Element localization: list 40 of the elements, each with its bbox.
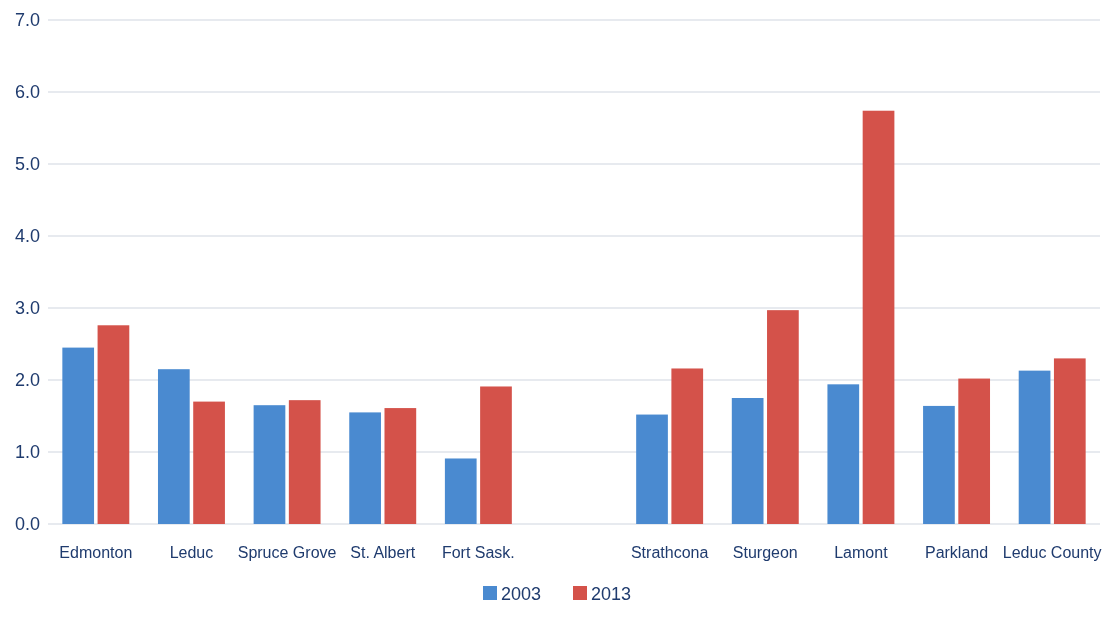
bar [1018, 370, 1051, 524]
bar [480, 386, 512, 524]
x-tick-label: Spruce Grove [237, 544, 337, 561]
bar [157, 369, 190, 524]
bar [349, 412, 381, 524]
bar [384, 408, 417, 524]
y-tick-label: 0.0 [14, 514, 40, 535]
legend-label: 2003 [501, 584, 542, 605]
bar [1053, 358, 1086, 524]
x-tick-label: Leduc County [1002, 544, 1102, 561]
x-tick-label: Strathcona [630, 544, 709, 561]
y-tick-label: 2.0 [14, 370, 40, 391]
x-tick-label: Lamont [834, 544, 889, 561]
bar [636, 414, 668, 524]
x-tick-label: Edmonton [59, 544, 133, 561]
x-tick-label: Fort Sask. [441, 544, 515, 561]
bar [671, 368, 704, 524]
x-tick-label: Parkland [924, 544, 989, 561]
x-tick-label: Sturgeon [732, 544, 798, 561]
bar [253, 405, 286, 524]
bar [923, 405, 955, 524]
bar [862, 110, 895, 524]
bar [958, 378, 991, 524]
legend-label: 2013 [591, 584, 632, 605]
bar [288, 400, 321, 524]
bar [827, 384, 860, 524]
bar [767, 310, 799, 524]
y-tick-label: 6.0 [14, 82, 40, 103]
bar [62, 347, 95, 524]
y-tick-label: 5.0 [14, 154, 40, 175]
y-tick-label: 7.0 [14, 10, 40, 31]
bar [97, 325, 130, 524]
bar [731, 398, 764, 524]
y-tick-label: 4.0 [14, 226, 40, 247]
y-tick-label: 3.0 [14, 298, 40, 319]
y-tick-label: 1.0 [14, 442, 40, 463]
x-tick-label: Leduc [169, 544, 214, 561]
x-tick-label: St. Albert [350, 544, 416, 561]
bar [193, 401, 225, 524]
bar [444, 458, 477, 524]
